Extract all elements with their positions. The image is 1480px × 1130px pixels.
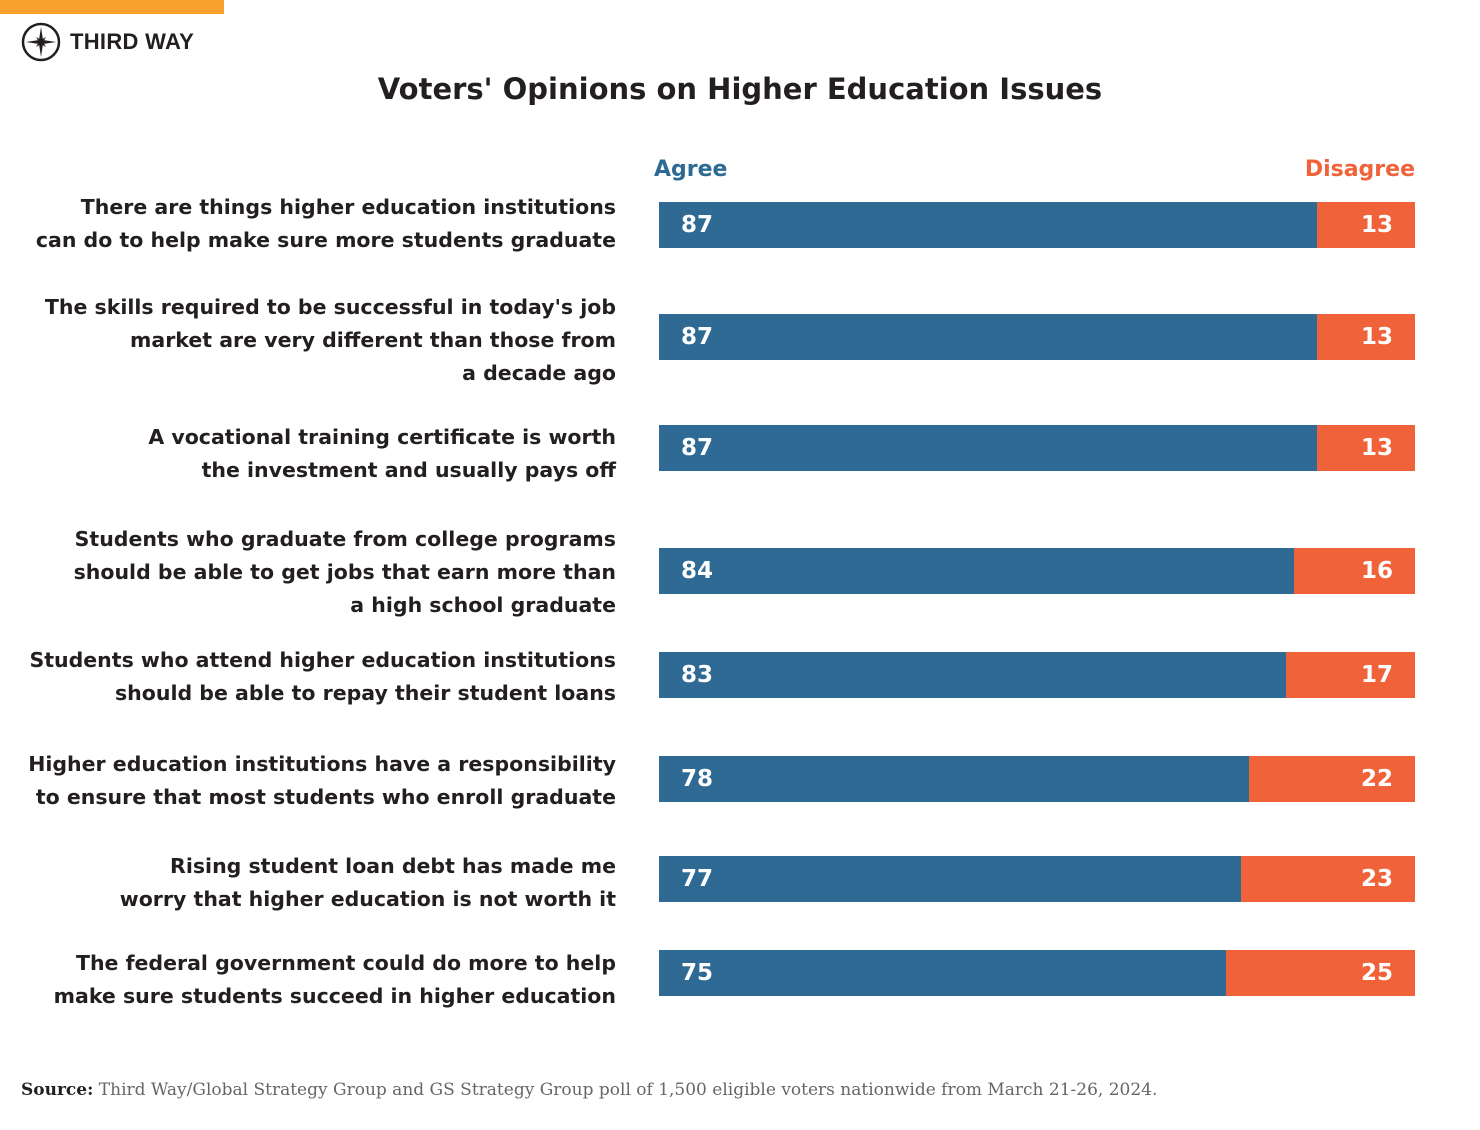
bar-agree: 78	[659, 756, 1249, 802]
bar-disagree: 13	[1316, 314, 1415, 360]
source-note: Source: Third Way/Global Strategy Group …	[21, 1080, 1157, 1100]
compass-icon	[21, 22, 61, 62]
brand-accent-bar	[0, 0, 224, 14]
data-label-disagree: 13	[1360, 212, 1393, 238]
category-label-line: Higher education institutions have a res…	[28, 752, 616, 776]
category-label-line: a high school graduate	[350, 593, 616, 617]
data-label-agree: 87	[681, 324, 714, 350]
category-label-line: the investment and usually pays off	[201, 458, 616, 482]
data-label-disagree: 23	[1360, 866, 1393, 892]
category-label-line: should be able to get jobs that earn mor…	[73, 560, 616, 584]
bar-agree: 84	[659, 548, 1295, 594]
data-label-agree: 87	[681, 212, 714, 238]
data-label-disagree: 17	[1360, 662, 1393, 688]
legend-agree: Agree	[654, 157, 728, 182]
bar-agree: 87	[659, 202, 1317, 248]
category-label-line: worry that higher education is not worth…	[119, 887, 616, 911]
brand-name: THIRD WAY	[70, 29, 195, 54]
category-label-line: Students who attend higher education ins…	[29, 648, 616, 672]
bar-disagree: 23	[1241, 856, 1415, 902]
category-label-line: Students who graduate from college progr…	[74, 527, 616, 551]
bar-disagree: 17	[1286, 652, 1415, 698]
bar-disagree: 13	[1316, 425, 1415, 471]
chart-title: Voters' Opinions on Higher Education Iss…	[377, 72, 1103, 106]
data-label-agree: 77	[681, 866, 714, 892]
category-label: There are things higher education instit…	[36, 191, 616, 257]
data-label-agree: 78	[681, 766, 714, 792]
category-label-line: The skills required to be successful in …	[44, 295, 616, 319]
bar-agree: 87	[659, 314, 1317, 360]
bar-agree: 77	[659, 856, 1242, 902]
category-label-line: Rising student loan debt has made me	[170, 854, 616, 878]
category-label-line: A vocational training certificate is wor…	[148, 425, 616, 449]
logo: THIRD WAY	[21, 22, 194, 62]
category-label: Rising student loan debt has made me worr…	[120, 850, 616, 916]
data-label-disagree: 16	[1360, 558, 1393, 584]
data-label-agree: 75	[681, 960, 714, 986]
bar-agree: 87	[659, 425, 1317, 471]
category-label: Students who attend higher education ins…	[29, 644, 616, 710]
category-label: A vocational training certificate is wor…	[148, 421, 616, 487]
bar-disagree: 13	[1316, 202, 1415, 248]
category-label-line: should be able to repay their student lo…	[114, 681, 616, 705]
category-label-line: market are very different than those fro…	[130, 328, 616, 352]
source-label: Source:	[21, 1080, 94, 1100]
bar-disagree: 22	[1248, 756, 1415, 802]
category-label-line: make sure students succeed in higher edu…	[53, 984, 616, 1008]
data-label-disagree: 22	[1360, 766, 1393, 792]
data-label-disagree: 25	[1360, 960, 1393, 986]
category-label: Higher education institutions have a res…	[28, 748, 616, 814]
category-label-line: There are things higher education instit…	[80, 195, 616, 219]
data-label-agree: 84	[681, 558, 714, 584]
data-label-agree: 87	[681, 435, 714, 461]
category-label: The federal government could do more to …	[54, 947, 616, 1013]
category-label-line: can do to help make sure more students g…	[35, 228, 616, 252]
bar-agree: 83	[659, 652, 1287, 698]
category-label: The skills required to be successful in …	[45, 291, 616, 390]
bar-disagree: 25	[1226, 950, 1415, 996]
category-label-line: a decade ago	[462, 361, 616, 385]
bar-disagree: 16	[1294, 548, 1415, 594]
data-label-disagree: 13	[1360, 324, 1393, 350]
category-label-line: to ensure that most students who enroll …	[35, 785, 616, 809]
category-label: Students who graduate from college progr…	[74, 523, 616, 622]
category-label-line: The federal government could do more to …	[75, 951, 616, 975]
bar-agree: 75	[659, 950, 1226, 996]
data-label-disagree: 13	[1360, 435, 1393, 461]
source-text: Third Way/Global Strategy Group and GS S…	[93, 1080, 1158, 1100]
data-label-agree: 83	[681, 662, 714, 688]
legend-disagree: Disagree	[1304, 157, 1415, 182]
